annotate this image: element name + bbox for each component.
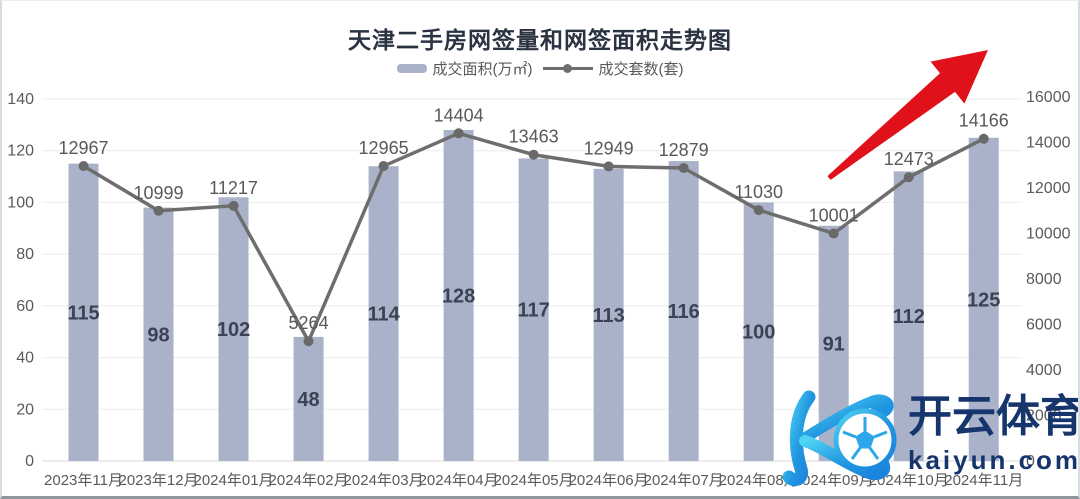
x-axis-category-label: 2024年07月 <box>644 472 724 489</box>
line-value-label: 10001 <box>809 205 859 225</box>
x-axis-category-label: 2024年03月 <box>344 472 424 489</box>
line-point <box>603 161 614 172</box>
bar <box>593 168 624 462</box>
line-point <box>678 163 689 174</box>
x-axis-category-label: 2024年05月 <box>494 472 574 489</box>
bar <box>668 161 699 462</box>
line-point <box>153 205 164 216</box>
line-point <box>978 133 989 144</box>
right-axis-tick-label: 6000 <box>1026 317 1062 334</box>
bar-value-label: 100 <box>742 322 775 344</box>
bar-value-label: 117 <box>517 300 549 322</box>
x-axis-category-label: 2024年11月 <box>944 472 1023 489</box>
bar <box>218 197 249 461</box>
bar <box>893 171 924 461</box>
right-axis-tick-label: 14000 <box>1026 135 1071 152</box>
bar-value-label: 114 <box>367 304 400 326</box>
bar <box>743 202 774 461</box>
bar <box>368 166 399 461</box>
line-value-label: 10999 <box>133 183 183 203</box>
left-axis-tick-label: 60 <box>16 298 34 315</box>
left-axis-tick-label: 80 <box>16 246 34 263</box>
bar <box>68 163 99 461</box>
bar <box>143 207 174 461</box>
bar-value-label: 115 <box>67 302 99 324</box>
line-value-label: 11217 <box>209 178 258 198</box>
right-axis-tick-label: 16000 <box>1026 89 1071 106</box>
left-axis-tick-label: 20 <box>16 401 34 418</box>
watermark-domain-text: kaiyun.com <box>908 445 1080 475</box>
x-axis-category-label: 2024年01月 <box>194 472 274 489</box>
trend-up-arrow-icon <box>827 50 988 180</box>
right-axis-tick-label: 0 <box>1026 453 1035 470</box>
line-value-label: 12965 <box>359 138 409 158</box>
x-axis-category-label: 2024年08月 <box>719 472 799 489</box>
kaiyun-logo-icon <box>782 390 897 487</box>
line-point <box>78 161 89 172</box>
chart-legend: 成交面积(万㎡) 成交套数(套) <box>2 58 1078 79</box>
line-value-label: 12949 <box>584 138 634 158</box>
left-axis-tick-label: 120 <box>7 143 34 160</box>
line-value-label: 14404 <box>434 105 484 125</box>
line-value-label: 12473 <box>884 149 934 169</box>
right-axis-tick-label: 12000 <box>1026 180 1071 197</box>
left-axis-tick-label: 140 <box>7 91 34 108</box>
x-axis-category-label: 2024年06月 <box>569 472 649 489</box>
x-axis-category-label: 2023年11月 <box>44 472 123 489</box>
line-point <box>303 336 314 347</box>
legend-area-label: 成交面积(万㎡) <box>432 61 533 78</box>
legend-item-area: 成交面积(万㎡) <box>396 58 533 79</box>
kaiyun-watermark: 开云体育 kaiyun.com <box>781 389 1080 489</box>
line-point <box>828 228 839 239</box>
line-value-label: 12879 <box>659 140 709 160</box>
bar <box>293 336 324 461</box>
line-value-label: 12967 <box>58 138 108 158</box>
right-axis-tick-label: 4000 <box>1026 362 1062 379</box>
chart-title: 天津二手房网签量和网签面积走势图 <box>348 27 732 53</box>
line-point <box>228 200 239 211</box>
line-point <box>378 161 389 172</box>
bar <box>518 158 549 461</box>
right-axis-tick-label: 8000 <box>1026 271 1062 288</box>
line-value-label: 13463 <box>509 127 559 147</box>
x-axis-category-label: 2024年02月 <box>269 472 349 489</box>
right-axis-tick-label: 10000 <box>1026 226 1071 243</box>
x-axis-category-label: 2023年12月 <box>118 472 198 489</box>
bar <box>968 137 999 462</box>
x-axis-category-label: 2024年10月 <box>869 472 949 489</box>
watermark-brand-text: 开云体育 <box>908 392 1080 441</box>
line-value-label: 11030 <box>734 182 783 202</box>
bar-value-label: 112 <box>893 306 925 328</box>
bar <box>443 130 474 461</box>
left-axis-tick-label: 40 <box>16 350 34 367</box>
bar-swatch-icon <box>396 64 427 73</box>
line-point <box>453 128 464 139</box>
line-value-label: 14166 <box>959 111 1009 131</box>
bar-value-label: 128 <box>442 286 475 308</box>
line-value-label: 5264 <box>289 313 329 333</box>
bar-value-label: 91 <box>823 333 845 355</box>
x-axis-category-label: 2024年09月 <box>794 472 874 489</box>
bar-value-label: 102 <box>217 319 250 341</box>
x-axis-category-label: 2024年04月 <box>419 472 499 489</box>
bar-value-label: 48 <box>297 389 319 411</box>
right-axis-tick-label: 2000 <box>1026 408 1062 425</box>
line-swatch-icon <box>542 64 593 73</box>
bar-value-label: 125 <box>967 289 1000 311</box>
legend-count-label: 成交套数(套) <box>598 61 684 78</box>
bar-value-label: 98 <box>147 324 169 346</box>
legend-item-count: 成交套数(套) <box>542 58 684 79</box>
bar-value-label: 116 <box>668 301 700 323</box>
line-point <box>528 149 539 160</box>
line-point <box>753 205 764 216</box>
bar-value-label: 113 <box>593 305 625 327</box>
left-axis-tick-label: 100 <box>7 194 34 211</box>
left-axis-tick-label: 0 <box>25 453 34 470</box>
line-point <box>903 172 914 183</box>
